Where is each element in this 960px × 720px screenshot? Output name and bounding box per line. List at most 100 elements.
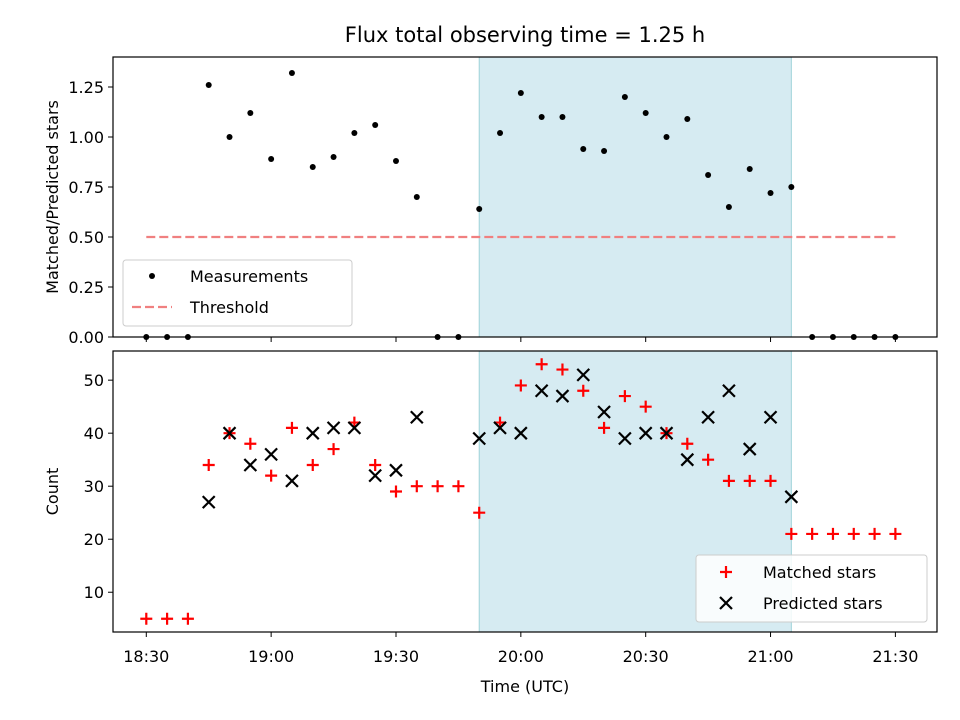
predicted-star-point <box>597 405 611 419</box>
measurement-point <box>330 154 337 160</box>
predicted-star-point <box>534 383 549 398</box>
matched-star-point <box>306 458 319 471</box>
predicted-star-point <box>347 421 362 435</box>
matched-star-point <box>535 358 548 371</box>
predicted-star-point <box>742 442 757 456</box>
x-tick-label: 20:00 <box>498 647 544 666</box>
matched-star-point <box>785 527 798 540</box>
measurement-point <box>268 156 275 162</box>
matched-star-point <box>556 363 569 376</box>
matched-star-point <box>702 453 715 466</box>
matched-star-point <box>681 437 694 450</box>
legend-plus-marker <box>720 566 732 578</box>
matched-star-point <box>889 527 902 540</box>
predicted-star-point <box>285 474 299 488</box>
predicted-star-point <box>659 426 674 440</box>
axes-frame <box>112 56 938 338</box>
x-tick-label: 21:00 <box>747 647 793 666</box>
y-tick-label: 0.50 <box>68 228 104 247</box>
predicted-star-point <box>410 410 424 425</box>
legend-dot-marker <box>149 273 155 279</box>
x-tick-label: 20:30 <box>623 647 669 666</box>
predicted-star-point <box>368 468 382 483</box>
predicted-star-point <box>222 426 237 440</box>
legend: Measurements Threshold <box>122 259 353 327</box>
matched-star-point <box>598 421 611 434</box>
matched-star-point <box>868 527 881 540</box>
matched-star-point <box>618 390 631 403</box>
matched-star-point <box>369 458 382 471</box>
x-tick-label: 21:30 <box>872 647 918 666</box>
measurement-point <box>663 134 670 140</box>
measurement-point <box>497 130 504 136</box>
measurement-point <box>601 148 608 154</box>
y-axis-label: Count <box>43 468 62 516</box>
predicted-star-point <box>326 421 341 435</box>
matched-star-point <box>722 474 735 487</box>
predicted-star-point <box>680 452 695 467</box>
observing-window-shade <box>478 56 792 338</box>
matched-star-point <box>327 443 340 456</box>
legend-box <box>695 554 928 623</box>
predicted-star-point <box>555 389 570 403</box>
predicted-star-point <box>472 431 486 446</box>
y-tick-label: 0.25 <box>68 278 104 297</box>
matched-star-point <box>244 437 257 450</box>
chart-title: Flux total observing time = 1.25 h <box>345 23 705 47</box>
predicted-star-point <box>638 426 653 440</box>
matched-star-point <box>639 400 652 413</box>
y-tick-label: 1.00 <box>68 128 104 147</box>
legend-label-measurements: Measurements <box>190 267 308 286</box>
measurement-point <box>746 166 753 172</box>
measurement-point <box>684 116 691 122</box>
legend-label-threshold: Threshold <box>189 298 269 317</box>
y-tick-label: 0.75 <box>68 178 104 197</box>
x-axis-label: Time (UTC) <box>480 677 569 696</box>
y-tick-label: 20 <box>84 530 104 549</box>
matched-star-point <box>265 469 278 482</box>
y-tick-label: 50 <box>84 371 104 390</box>
legend: Matched stars Predicted stars <box>695 554 928 623</box>
measurement-point <box>725 204 732 210</box>
predicted-star-point <box>243 458 258 472</box>
measurement-point <box>621 94 628 100</box>
predicted-star-point <box>514 426 528 440</box>
predicted-star-point <box>701 410 715 425</box>
measurement-point <box>372 122 379 128</box>
matched-star-point <box>202 458 215 471</box>
matched-star-point <box>577 384 590 397</box>
measurement-point <box>517 90 524 96</box>
y-tick-label: 40 <box>84 424 104 443</box>
x-tick-label: 19:00 <box>248 647 294 666</box>
matched-star-point <box>161 612 174 625</box>
measurement-point <box>413 194 420 200</box>
top-panel: 0.00 0.25 0.50 0.75 1.00 1.25 Matched/Predicte… <box>43 56 938 347</box>
measurement-point <box>538 114 545 120</box>
y-tick-label: 0.00 <box>68 328 104 347</box>
matched-star-point <box>514 379 527 392</box>
matched-star-point <box>806 527 819 540</box>
matched-star-point <box>389 485 402 498</box>
matched-star-point <box>452 480 465 493</box>
predicted-star-point <box>305 426 320 440</box>
predicted-star-point <box>784 490 799 504</box>
measurement-point <box>788 184 795 190</box>
predicted-star-point <box>722 383 736 398</box>
measurement-point <box>559 114 566 120</box>
measurement-point <box>288 70 295 76</box>
y-tick-label: 1.25 <box>68 78 104 97</box>
measurement-point <box>392 158 399 164</box>
predicted-star-point <box>264 447 278 462</box>
matched-star-point <box>847 527 860 540</box>
measurement-point <box>226 134 233 140</box>
x-tick-label: 19:30 <box>373 647 419 666</box>
matched-star-point <box>826 527 839 540</box>
matched-star-point <box>764 474 777 487</box>
matched-star-point <box>431 480 444 493</box>
measurement-point <box>767 190 774 196</box>
legend-label-matched: Matched stars <box>763 563 876 582</box>
measurement-point <box>351 130 358 136</box>
predicted-star-point <box>763 410 778 425</box>
predicted-star-point <box>389 463 403 478</box>
